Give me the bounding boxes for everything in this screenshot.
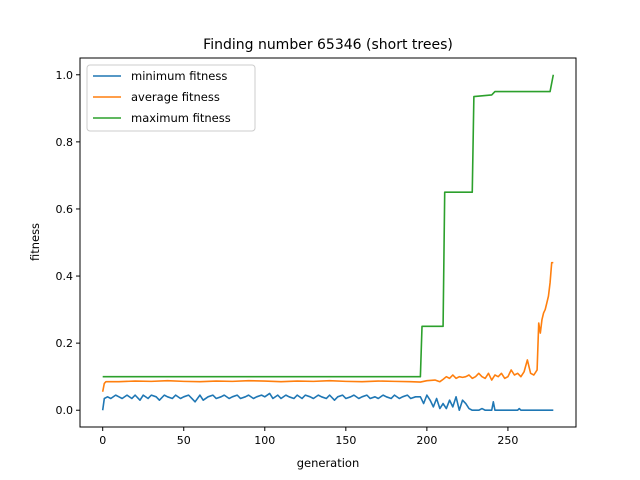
x-tick-label: 150 [335,434,356,447]
x-axis: 0 50 100 150 200 250 [99,427,518,447]
y-tick-label: 0.6 [56,203,74,216]
x-tick-label: 50 [177,434,191,447]
y-axis: 0.0 0.2 0.4 0.6 0.8 1.0 [56,69,80,417]
x-tick-label: 100 [254,434,275,447]
x-axis-label: generation [297,456,360,470]
x-tick-label: 0 [99,434,106,447]
series-line-1 [101,261,554,392]
series-line-0 [101,392,554,412]
legend-label: minimum fitness [131,69,227,83]
legend-box [86,64,256,132]
legend-label: average fitness [131,90,220,104]
x-tick-label: 200 [416,434,437,447]
x-tick-label: 250 [497,434,518,447]
y-axis-label: fitness [28,223,42,261]
y-tick-label: 1.0 [56,69,74,82]
series-line-2 [102,74,555,378]
legend-label: maximum fitness [131,111,231,125]
plot-frame [79,57,577,428]
chart-title: Finding number 65346 (short trees) [203,37,453,53]
y-tick-label: 0.4 [56,270,74,283]
y-tick-label: 0.0 [56,404,74,417]
y-tick-label: 0.2 [56,337,74,350]
plot-area [101,74,555,412]
legend: minimum fitness average fitness maximum fi… [86,64,256,132]
y-tick-label: 0.8 [56,136,74,149]
